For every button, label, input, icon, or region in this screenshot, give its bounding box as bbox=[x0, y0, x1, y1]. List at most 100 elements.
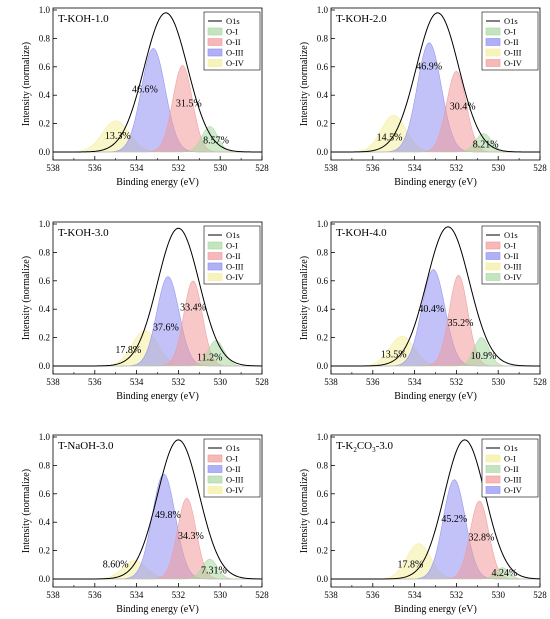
y-tick-label: 1.0 bbox=[317, 432, 329, 442]
peak-o-iii bbox=[331, 500, 540, 579]
peak-percent-label: 13.5% bbox=[381, 349, 407, 360]
y-tick-label: 0.2 bbox=[39, 119, 50, 129]
peak-o-ii bbox=[331, 269, 540, 366]
y-tick-label: 0.8 bbox=[39, 247, 51, 257]
y-axis-label: Intensity (normalize) bbox=[21, 469, 32, 553]
panel-title: T-KOH-1.0 bbox=[58, 13, 109, 25]
x-tick-label: 538 bbox=[46, 377, 60, 387]
x-tick-label: 534 bbox=[130, 377, 144, 387]
chart-panel-6: 17.8% 45.2%32.8% 4.24% 538 536 534 532 530 528 0.… bbox=[299, 432, 547, 615]
envelope-o1s bbox=[53, 439, 263, 580]
peak-percent-label: 46.6% bbox=[132, 84, 158, 95]
peak-o-iii bbox=[331, 336, 540, 366]
x-tick-label: 528 bbox=[255, 377, 269, 387]
x-axis-label: Binding energy (eV) bbox=[394, 604, 477, 615]
y-tick-label: 0.0 bbox=[39, 361, 51, 371]
legend-label: O-II bbox=[226, 464, 241, 474]
x-tick-label: 532 bbox=[172, 590, 186, 600]
x-tick-label: 530 bbox=[213, 377, 227, 387]
peak-o-iii bbox=[53, 559, 262, 579]
legend-swatch bbox=[485, 241, 501, 250]
peak-o-iii bbox=[331, 115, 540, 152]
legend-label: O-III bbox=[504, 48, 522, 58]
x-axis-label: Binding energy (eV) bbox=[394, 391, 477, 402]
legend-swatch bbox=[485, 27, 501, 36]
peak-o-ii bbox=[331, 567, 540, 579]
chart-panel-3: 17.8% 37.6%33.4% 11.2% 538 536 534 532 530 528 0.… bbox=[21, 219, 269, 402]
peak-o-iii bbox=[53, 48, 262, 152]
chart-panel-1: 13.3% 46.6% 31.5% 8.57% 538 536 534 532 530 528 0.… bbox=[21, 5, 269, 188]
legend-swatch bbox=[485, 262, 501, 271]
legend-label: O-II bbox=[504, 37, 519, 47]
x-tick-label: 536 bbox=[88, 377, 102, 387]
x-tick-label: 538 bbox=[324, 590, 338, 600]
legend-label: O-IV bbox=[504, 485, 523, 495]
y-tick-label: 0.6 bbox=[39, 276, 51, 286]
y-tick-label: 0.0 bbox=[317, 147, 329, 157]
peak-percent-label: 8.21% bbox=[473, 140, 499, 151]
x-tick-label: 532 bbox=[450, 163, 464, 173]
y-tick-label: 0.8 bbox=[317, 33, 329, 43]
y-tick-label: 0.4 bbox=[39, 517, 51, 527]
peak-percent-label: 34.3% bbox=[178, 531, 204, 542]
x-tick-label: 530 bbox=[491, 590, 505, 600]
x-tick-label: 530 bbox=[213, 590, 227, 600]
y-tick-label: 0.8 bbox=[39, 33, 51, 43]
x-tick-label: 538 bbox=[46, 590, 60, 600]
y-tick-label: 0.8 bbox=[317, 247, 329, 257]
legend-swatch bbox=[485, 454, 501, 463]
y-axis-label: Intensity (normalize) bbox=[299, 469, 310, 553]
legend-swatch bbox=[207, 262, 223, 271]
x-tick-label: 536 bbox=[366, 377, 380, 387]
peak-o-i bbox=[53, 340, 262, 366]
legend-label: O-II bbox=[226, 251, 241, 261]
legend-label: O-III bbox=[226, 475, 244, 485]
y-tick-label: 0.0 bbox=[317, 361, 329, 371]
legend-label: O1s bbox=[504, 230, 518, 240]
chart-panel-2: 14.5% 46.9% 30.4% 8.21% 538 536 534 532 530 528 0.… bbox=[299, 5, 547, 188]
peak-percent-label: 35.2% bbox=[448, 318, 474, 329]
y-tick-label: 0.2 bbox=[317, 119, 328, 129]
x-tick-label: 528 bbox=[533, 163, 547, 173]
peak-percent-label: 7.31% bbox=[201, 565, 227, 576]
x-tick-label: 530 bbox=[491, 377, 505, 387]
panel-title: T-KOH-3.0 bbox=[58, 227, 109, 239]
legend-label: O1s bbox=[226, 16, 240, 26]
envelope-o1s bbox=[331, 12, 540, 153]
peak-percent-label: 17.8% bbox=[397, 560, 423, 571]
y-tick-label: 1.0 bbox=[39, 5, 51, 15]
x-tick-label: 534 bbox=[408, 163, 422, 173]
peak-percent-label: 8.60% bbox=[103, 560, 129, 571]
y-tick-label: 1.0 bbox=[39, 432, 51, 442]
peak-o-ii bbox=[331, 42, 540, 153]
peak-o-iv bbox=[53, 120, 262, 152]
y-tick-label: 0.0 bbox=[39, 147, 51, 157]
x-axis-label: Binding energy (eV) bbox=[116, 391, 199, 402]
envelope-o1s bbox=[53, 12, 262, 153]
x-tick-label: 528 bbox=[255, 590, 269, 600]
legend-label: O-II bbox=[504, 251, 519, 261]
y-tick-label: 0.6 bbox=[39, 489, 51, 499]
peak-percent-label: 30.4% bbox=[450, 101, 476, 112]
panel-title: T-KOH-2.0 bbox=[336, 13, 387, 25]
y-tick-label: 0.4 bbox=[317, 304, 329, 314]
envelope-o1s bbox=[53, 227, 263, 367]
y-tick-label: 0.4 bbox=[317, 517, 329, 527]
peak-percent-label: 37.6% bbox=[153, 323, 179, 334]
peak-percent-label: 17.8% bbox=[115, 345, 141, 356]
legend-label: O-I bbox=[504, 241, 516, 251]
y-axis-label: Intensity (normalize) bbox=[21, 42, 32, 126]
peak-percent-label: 14.5% bbox=[377, 133, 403, 144]
peak-percent-label: 13.3% bbox=[105, 131, 131, 142]
legend-swatch bbox=[485, 59, 501, 67]
legend-swatch bbox=[485, 475, 501, 484]
y-tick-label: 0.8 bbox=[39, 460, 51, 470]
legend-label: O-II bbox=[504, 464, 519, 474]
panel-title: T-K2CO3-3.0 bbox=[336, 440, 394, 454]
x-tick-label: 528 bbox=[533, 590, 547, 600]
legend-label: O1s bbox=[504, 443, 518, 453]
